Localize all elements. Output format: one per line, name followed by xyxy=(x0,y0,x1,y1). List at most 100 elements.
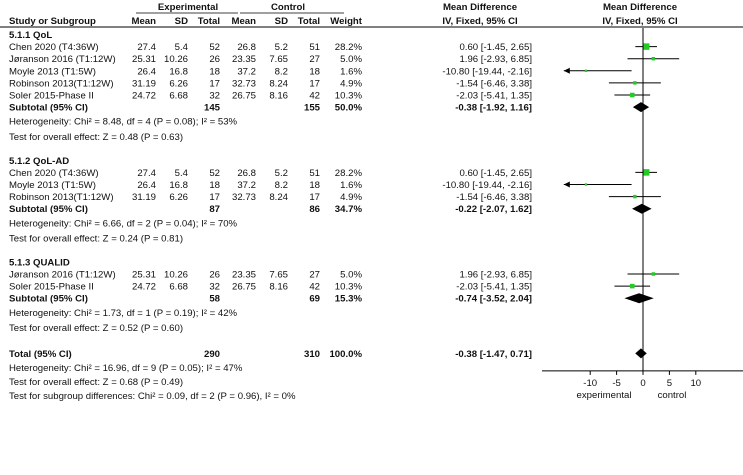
study-e-sd: 5.4 xyxy=(175,42,189,53)
ci-arrow xyxy=(563,181,570,188)
total-overall-effect: Test for overall effect: Z = 0.68 (P = 0… xyxy=(9,377,183,388)
axis-label-left: experimental xyxy=(577,390,632,401)
study-marker xyxy=(651,272,656,276)
study-e-total: 17 xyxy=(209,192,220,203)
study-e-mean: 27.4 xyxy=(137,42,156,53)
study-e-mean: 24.72 xyxy=(132,91,156,102)
header-c-sd: SD xyxy=(275,16,288,27)
axis-tick-label: -10 xyxy=(583,378,597,389)
pooled-diamond xyxy=(635,348,647,359)
subtotal-c-total: 155 xyxy=(304,103,321,114)
study-e-mean: 31.19 xyxy=(132,78,156,89)
study-e-total: 18 xyxy=(209,180,220,191)
subtotal-label: Subtotal (95% CI) xyxy=(9,204,88,215)
x-axis: -10 -5 0 5 10 experimental control xyxy=(542,28,743,401)
subtotal-c-total: 86 xyxy=(309,204,320,215)
study-ci: 0.60 [-1.45, 2.65] xyxy=(459,42,532,53)
subtotal-label: Subtotal (95% CI) xyxy=(9,103,88,114)
subtotal-weight: 50.0% xyxy=(335,103,363,114)
header-method-right: IV, Fixed, 95% CI xyxy=(602,16,678,27)
study-weight: 10.3% xyxy=(335,282,363,293)
study-ci: -1.54 [-6.46, 3.38] xyxy=(456,192,532,203)
study-ci: 1.96 [-2.93, 6.85] xyxy=(459,270,532,281)
study-name: Moyle 2013 (T1:5W) xyxy=(9,180,96,191)
study-c-sd: 8.2 xyxy=(275,180,288,191)
header-e-total: Total xyxy=(198,16,220,27)
study-name: Jøranson 2016 (T1:12W) xyxy=(9,54,116,65)
study-marker xyxy=(584,69,588,72)
study-e-total: 32 xyxy=(209,282,220,293)
study-marker xyxy=(633,194,637,199)
overall-effect-text: Test for overall effect: Z = 0.52 (P = 0… xyxy=(9,323,183,334)
study-ci: -1.54 [-6.46, 3.38] xyxy=(456,78,532,89)
header-c-mean: Mean xyxy=(231,16,256,27)
heterogeneity-text: Heterogeneity: Chi² = 6.66, df = 2 (P = … xyxy=(9,218,238,229)
subtotal-weight: 34.7% xyxy=(335,204,363,215)
study-name: Soler 2015-Phase II xyxy=(9,282,94,293)
study-ci: -2.03 [-5.41, 1.35] xyxy=(456,91,532,102)
study-marker xyxy=(651,56,656,61)
axis-label-right: control xyxy=(658,390,687,401)
study-c-total: 42 xyxy=(309,91,320,102)
study-c-sd: 8.24 xyxy=(269,192,288,203)
study-ci: -10.80 [-19.44, -2.16] xyxy=(442,66,532,77)
study-ci: -2.03 [-5.41, 1.35] xyxy=(456,282,532,293)
table-header: Experimental Control Mean Difference Mean D… xyxy=(0,2,743,28)
total-label: Total (95% CI) xyxy=(9,349,72,360)
study-e-sd: 5.4 xyxy=(175,168,189,179)
study-c-sd: 8.16 xyxy=(269,282,288,293)
study-e-sd: 6.26 xyxy=(169,78,188,89)
study-e-total: 18 xyxy=(209,66,220,77)
header-c-total: Total xyxy=(298,16,320,27)
study-e-sd: 6.68 xyxy=(169,91,188,102)
study-c-total: 17 xyxy=(309,78,320,89)
study-e-sd: 10.26 xyxy=(164,54,188,65)
header-experimental: Experimental xyxy=(158,2,218,13)
study-c-sd: 7.65 xyxy=(269,270,288,281)
study-c-total: 51 xyxy=(309,168,320,179)
subtotal-ci: -0.22 [-2.07, 1.62] xyxy=(455,204,532,215)
subgroup-differences: Test for subgroup differences: Chi² = 0.… xyxy=(9,391,296,402)
study-weight: 5.0% xyxy=(340,54,362,65)
ci-arrow xyxy=(563,67,570,74)
study-weight: 4.9% xyxy=(340,192,362,203)
pooled-diamond xyxy=(632,203,652,214)
study-marker xyxy=(630,92,635,98)
study-weight: 28.2% xyxy=(335,42,363,53)
study-c-total: 27 xyxy=(309,270,320,281)
study-c-total: 51 xyxy=(309,42,320,53)
study-e-mean: 27.4 xyxy=(137,168,156,179)
study-name: Robinson 2013(T1:12W) xyxy=(9,78,114,89)
header-method-left: IV, Fixed, 95% CI xyxy=(442,16,518,27)
total-weight: 100.0% xyxy=(329,349,362,360)
study-c-sd: 8.24 xyxy=(269,78,288,89)
subgroup-title: 5.1.2 QoL-AD xyxy=(9,156,69,167)
subtotal-e-total: 145 xyxy=(204,103,221,114)
study-e-total: 26 xyxy=(209,270,220,281)
study-e-total: 32 xyxy=(209,91,220,102)
header-study: Study or Subgroup xyxy=(9,16,96,27)
study-e-sd: 16.8 xyxy=(169,66,188,77)
overall-effect-text: Test for overall effect: Z = 0.48 (P = 0… xyxy=(9,132,183,143)
subtotal-label: Subtotal (95% CI) xyxy=(9,294,88,305)
study-e-mean: 24.72 xyxy=(132,282,156,293)
study-ci: 1.96 [-2.93, 6.85] xyxy=(459,54,532,65)
study-name: Robinson 2013(T1:12W) xyxy=(9,192,114,203)
study-c-mean: 26.8 xyxy=(237,42,256,53)
study-ci: -10.80 [-19.44, -2.16] xyxy=(442,180,532,191)
study-e-total: 17 xyxy=(209,78,220,89)
study-c-sd: 8.2 xyxy=(275,66,288,77)
study-c-sd: 8.16 xyxy=(269,91,288,102)
study-marker xyxy=(630,283,635,289)
study-marker xyxy=(642,169,650,176)
study-name: Soler 2015-Phase II xyxy=(9,91,94,102)
header-e-mean: Mean xyxy=(131,16,156,27)
subgroup-title: 5.1.3 QUALID xyxy=(9,257,70,268)
study-weight: 5.0% xyxy=(340,270,362,281)
study-c-mean: 23.35 xyxy=(232,270,256,281)
study-e-mean: 25.31 xyxy=(132,270,156,281)
plot-area xyxy=(563,43,680,359)
header-weight: Weight xyxy=(330,16,363,27)
total-e-total: 290 xyxy=(204,349,220,360)
